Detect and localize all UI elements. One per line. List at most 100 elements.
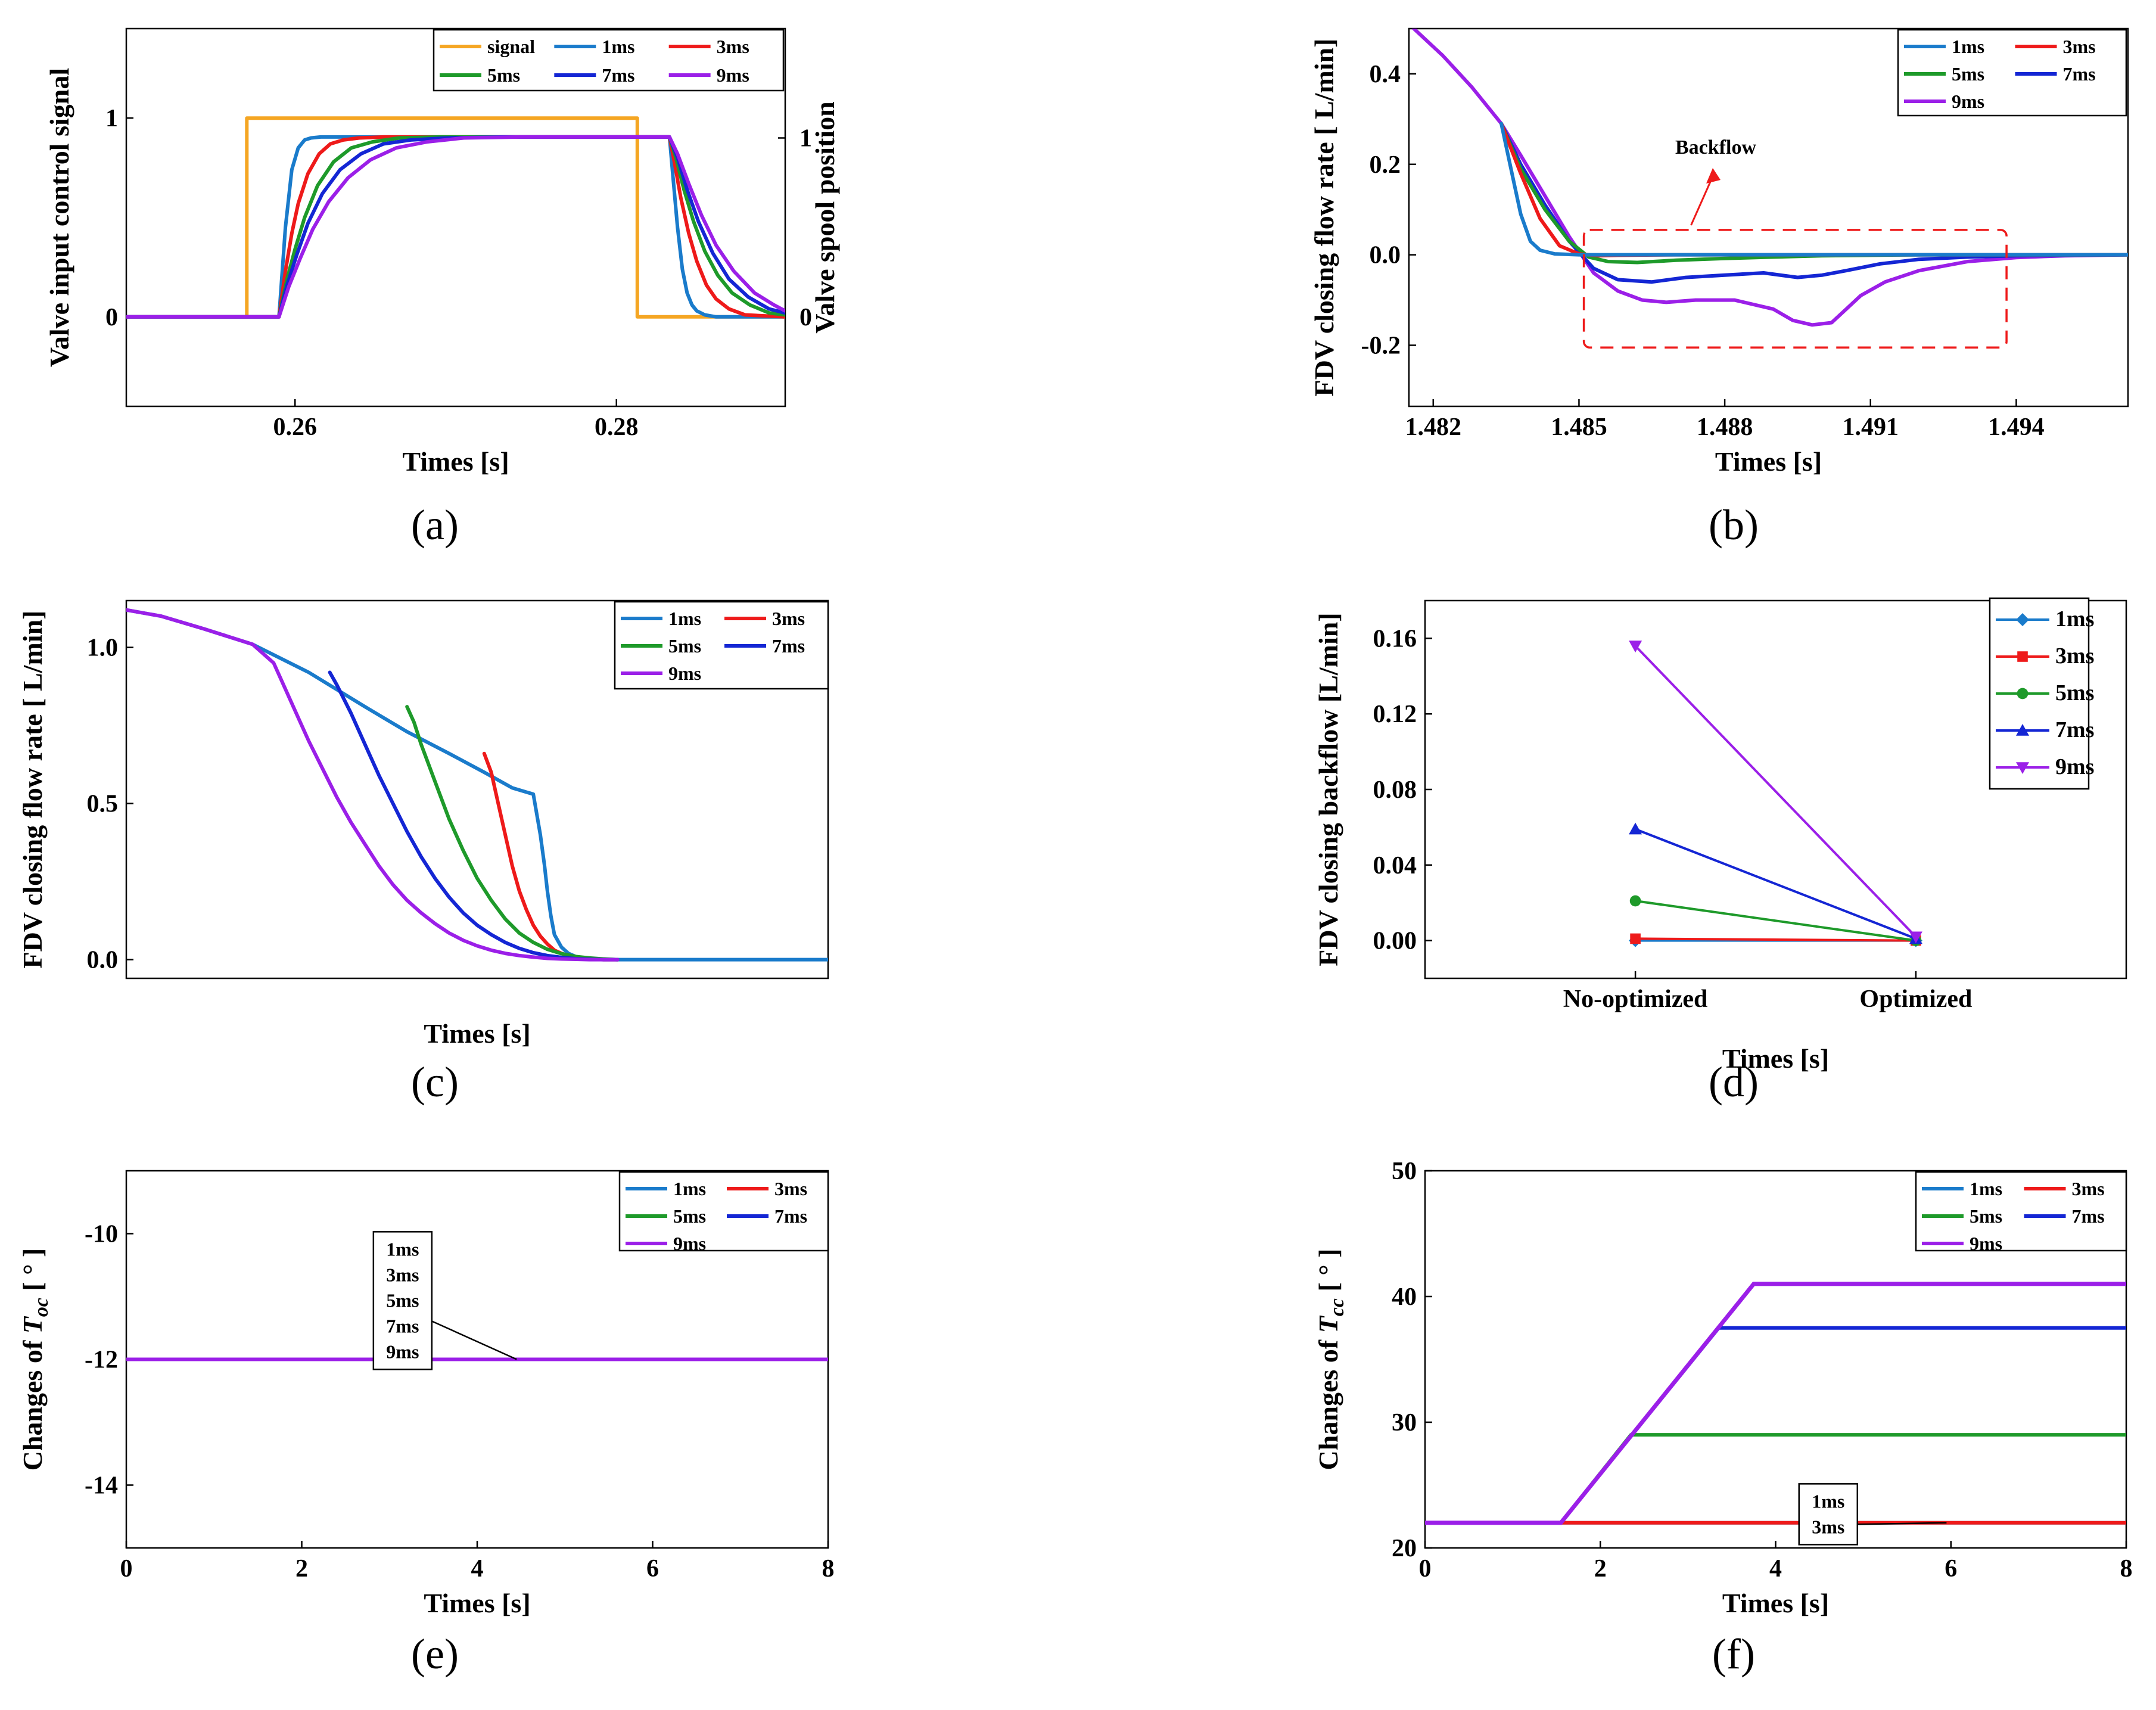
panel-a: 0.26 0.28 0 1 0 1 Times [s] Valve input control… — [44, 27, 840, 549]
callout-text: 1ms — [1812, 1490, 1844, 1512]
legend-marker-3ms — [2017, 651, 2028, 662]
y-tick-label: 1.0 — [87, 635, 119, 662]
y-axis-label: FDV closing flow rate [ L/min] — [17, 611, 48, 969]
marker-9ms — [1909, 931, 1922, 944]
y-tick-label: -10 — [85, 1221, 118, 1248]
x-tick-label: 0.28 — [595, 413, 639, 441]
panel-d: No-optimized Optimized 0.00 0.04 0.08 0.12 0.1… — [1313, 597, 2127, 1106]
legend-box — [1915, 1171, 2127, 1252]
x-tick-label: 8 — [2120, 1555, 2133, 1582]
legend-label: 3ms — [2072, 1178, 2105, 1199]
y-tick-label: 50 — [1392, 1158, 1417, 1185]
series-line-5ms — [1499, 122, 2128, 265]
y-tick-label: 40 — [1392, 1283, 1417, 1311]
y-axis-label-subscript: oc — [30, 1298, 52, 1317]
series-line-9ms — [126, 135, 785, 319]
marker-5ms — [1629, 895, 1641, 907]
x-axis-label: Times [s] — [1722, 1043, 1829, 1074]
panel-label: (b) — [1709, 501, 1759, 549]
series-group — [1629, 641, 1922, 947]
series-line-3ms — [1499, 122, 2128, 258]
series-line-9ms — [1425, 1282, 2126, 1525]
x-tick-label: 6 — [1945, 1555, 1957, 1582]
x-tick-label: 8 — [822, 1555, 835, 1582]
backflow-arrow-shaft — [1690, 176, 1714, 226]
y-axis-label-symbol: T — [17, 1316, 48, 1333]
marker-3ms — [1630, 933, 1641, 944]
series-line-5ms — [1425, 1433, 2126, 1525]
y-axis-label-prefix: Changes of — [1313, 1333, 1343, 1470]
y-tick-label: 0.08 — [1373, 776, 1417, 804]
legend-marker-1ms — [2016, 613, 2029, 626]
y-tick-label: 1 — [105, 105, 118, 132]
y-tick-label: -0.2 — [1361, 332, 1401, 359]
backflow-label: Backflow — [1675, 136, 1756, 158]
y-tick-label: 0.16 — [1373, 625, 1417, 652]
y-tick-label: 0.12 — [1373, 701, 1417, 728]
y-tick-label: 0.2 — [1370, 151, 1401, 179]
legend-label: 7ms — [602, 64, 634, 86]
series-line-9ms-solid — [1425, 1282, 2126, 1525]
callout-text: 5ms — [386, 1289, 419, 1311]
y-axis-label: FDV closing flow rate [ L/min] — [1309, 39, 1339, 397]
y-tick-label: 30 — [1392, 1409, 1417, 1437]
legend-label: 1ms — [1970, 1178, 2002, 1199]
legend-label: 1ms — [602, 36, 634, 57]
series-group — [1412, 29, 2128, 327]
legend-label: 9ms — [717, 64, 749, 86]
x-tick-label: 1.485 — [1551, 413, 1607, 441]
legend: 1ms 3ms 5ms 7ms 9ms — [1989, 597, 2094, 790]
callout-text: 3ms — [386, 1264, 419, 1285]
legend-marker-5ms — [2017, 688, 2029, 699]
panel-label: (d) — [1709, 1058, 1759, 1106]
series-line-1ms — [1499, 122, 2128, 257]
legend-label: 5ms — [673, 1205, 706, 1227]
x-tick-label: 4 — [471, 1555, 484, 1582]
panel-c: 0.0 0.5 1.0 Times [s] FDV closing flow rate … — [17, 599, 829, 1106]
y-axis-label-suffix: [ ° ] — [17, 1248, 48, 1298]
legend-label: 5ms — [487, 64, 520, 86]
legend-label: 9ms — [1970, 1233, 2002, 1254]
panel-label: (a) — [411, 501, 459, 549]
legend-label: signal — [487, 36, 535, 57]
legend-label: 1ms — [1952, 36, 1984, 57]
backflow-box — [1582, 229, 2008, 349]
legend-label: 7ms — [2063, 63, 2096, 85]
y-axis-label: Changes of Tcc [ ° ] — [1313, 1249, 1348, 1470]
x-axis-label: Times [s] — [1715, 446, 1822, 477]
y-axis-label-subscript: cc — [1326, 1298, 1348, 1316]
legend-label: 3ms — [2055, 643, 2094, 669]
legend-label: 3ms — [2063, 36, 2096, 57]
x-tick-label: 6 — [646, 1555, 659, 1582]
legend-label: 9ms — [2055, 754, 2094, 779]
legend: 1ms 3ms 5ms 7ms 9ms — [1915, 1171, 2127, 1254]
y-right-axis-label: Valve spool position — [810, 101, 840, 333]
x-tick-label: 0 — [1419, 1555, 1432, 1582]
legend: 1ms 3ms 5ms 7ms 9ms — [618, 1171, 829, 1254]
series-group — [126, 116, 785, 319]
legend-label: 5ms — [2055, 680, 2094, 705]
callout-leader — [1857, 1522, 1947, 1525]
legend-label: 3ms — [772, 608, 805, 629]
series-group — [126, 608, 828, 962]
panel-e: 0 2 4 6 8 -14 -12 -10 Times [s] Changes of Toc [ … — [17, 1170, 835, 1678]
marker-9ms — [1629, 641, 1642, 653]
y-tick-label: 0 — [105, 304, 118, 331]
legend-label: 1ms — [2055, 607, 2094, 632]
series-line-5ms — [405, 705, 620, 962]
x-axis-label: Times [s] — [1722, 1588, 1829, 1618]
x-tick-label: 2 — [295, 1555, 308, 1582]
callout-leader — [431, 1320, 517, 1360]
legend-label: 7ms — [774, 1205, 807, 1227]
y-tick-label: 0.5 — [87, 791, 119, 818]
panel-label: (f) — [1712, 1630, 1755, 1678]
legend: 1ms 3ms 5ms 7ms 9ms — [1897, 29, 2127, 117]
series-group — [1425, 1282, 2126, 1525]
y-tick-label: 0.4 — [1370, 61, 1401, 88]
legend-label: 1ms — [673, 1178, 706, 1199]
x-tick-label: 4 — [1769, 1555, 1782, 1582]
y-axis-label: FDV closing backflow [L/min] — [1313, 613, 1343, 966]
series-line-3ms — [1634, 937, 1917, 942]
panel-f: 0 2 4 6 8 20 30 40 50 Times [s] Changes of Tcc [ °… — [1313, 1158, 2133, 1678]
